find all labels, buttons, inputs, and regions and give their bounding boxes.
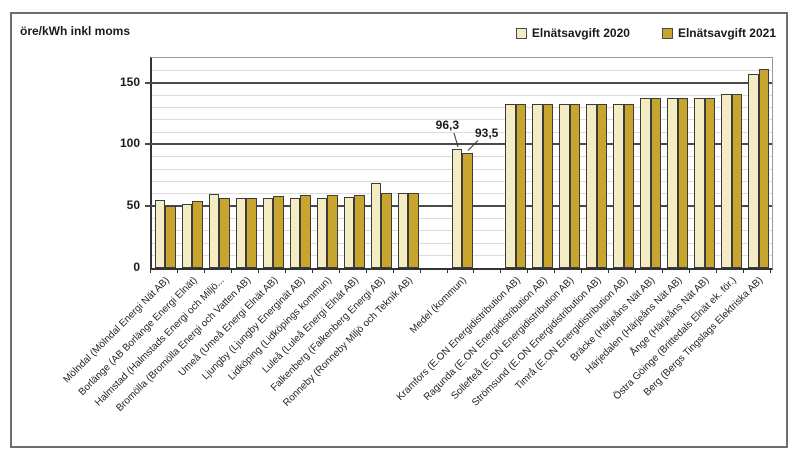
bar-2021-17: [677, 97, 689, 268]
gridline-minor: [152, 119, 772, 121]
bar-2020-19: [721, 93, 732, 268]
bar-2021-11: [515, 104, 527, 268]
x-axis-tick: [527, 269, 529, 273]
x-axis-tick: [581, 269, 583, 273]
x-axis-tick: [500, 269, 502, 273]
chart-frame: öre/kWh inkl moms Elnätsavgift 2020 Elnä…: [10, 12, 788, 448]
x-axis-tick: [392, 269, 394, 273]
x-axis-tick: [338, 269, 340, 273]
bar-2021-5: [300, 195, 311, 268]
gridline-major: [145, 81, 772, 84]
x-axis-tick: [150, 269, 151, 273]
bar-2020-10: [451, 149, 462, 268]
bar-2021-4: [273, 195, 284, 268]
bar-2021-7: [354, 194, 365, 268]
bar-2020-3: [235, 197, 247, 268]
legend: Elnätsavgift 2020 Elnätsavgift 2021: [515, 26, 776, 40]
bar-2020-12: [532, 104, 543, 268]
bar-2020-15: [613, 104, 624, 268]
bar-2020-7: [343, 196, 355, 268]
x-axis-tick: [419, 269, 421, 273]
x-axis-tick: [635, 269, 637, 273]
x-axis-tick: [608, 269, 610, 273]
annotation-2020-value: 96,3: [435, 118, 459, 133]
plot-area: [145, 57, 773, 270]
gridline-minor: [152, 131, 772, 133]
bar-2020-16: [640, 97, 651, 268]
legend-item-2021: Elnätsavgift 2021: [661, 26, 776, 40]
x-axis-tick: [311, 269, 313, 273]
bar-2020-9: [397, 192, 409, 268]
legend-swatch-2020-icon: [515, 27, 527, 39]
bar-2020-1: [181, 204, 193, 268]
bar-2020-17: [667, 97, 678, 268]
bar-2021-14: [596, 104, 608, 268]
x-axis-label: Medel (kommun): [407, 275, 469, 336]
bar-2021-9: [408, 192, 419, 268]
bar-2020-18: [694, 97, 705, 268]
bar-2021-6: [327, 195, 338, 268]
bar-2020-13: [559, 104, 570, 268]
bar-2021-18: [704, 97, 716, 268]
x-axis-tick: [203, 269, 205, 273]
x-axis-tick: [473, 269, 475, 273]
bar-2021-16: [650, 97, 662, 268]
y-axis-tick-label: 0: [133, 260, 140, 274]
x-axis-tick: [230, 269, 232, 273]
x-axis-tick: [662, 269, 664, 273]
bar-2021-13: [569, 104, 581, 268]
bar-2020-5: [289, 197, 301, 268]
x-axis-tick: [446, 269, 448, 273]
bar-2020-8: [370, 182, 382, 268]
bar-2021-20: [758, 69, 770, 268]
bar-2021-8: [381, 193, 392, 268]
legend-swatch-2021-icon: [661, 27, 673, 39]
x-axis-label: Borlänge (AB Borlänge Energi Elnät): [76, 275, 200, 398]
y-axis-tick-label: 50: [126, 198, 140, 213]
gridline-minor: [152, 94, 772, 96]
y-axis-tick-label: 150: [119, 74, 140, 89]
bar-2021-15: [623, 104, 635, 268]
legend-label-2020: Elnätsavgift 2020: [531, 26, 630, 40]
bar-2021-0: [165, 206, 176, 268]
bar-2020-14: [586, 104, 597, 268]
bar-2021-10: [462, 152, 473, 268]
bar-2021-1: [192, 201, 203, 268]
bar-2020-0: [154, 200, 166, 268]
gridline-minor: [152, 106, 772, 108]
x-axis-tick: [257, 269, 259, 273]
x-axis-tick: [716, 269, 718, 273]
annotation-2021-value: 93,5: [475, 125, 499, 140]
bar-2021-3: [246, 198, 257, 268]
x-axis-tick: [176, 269, 178, 273]
bar-2020-6: [316, 197, 328, 268]
bar-2020-2: [208, 193, 220, 268]
legend-item-2020: Elnätsavgift 2020: [515, 26, 630, 40]
bar-2021-19: [731, 93, 743, 268]
bar-2020-4: [262, 197, 274, 268]
bar-2021-2: [219, 197, 230, 268]
x-axis-tick: [554, 269, 556, 273]
x-axis-tick: [743, 269, 745, 273]
x-axis-tick: [365, 269, 367, 273]
bar-2020-20: [748, 74, 759, 268]
x-axis-tick: [284, 269, 286, 273]
gridline-minor: [152, 69, 772, 71]
gridline-major: [145, 143, 772, 146]
x-axis-tick: [689, 269, 691, 273]
x-axis-tick: [770, 269, 771, 273]
legend-label-2021: Elnätsavgift 2021: [677, 26, 776, 40]
y-axis-tick-label: 100: [119, 136, 140, 151]
bar-2021-12: [542, 104, 554, 268]
bar-2020-11: [505, 104, 516, 268]
y-axis-title: öre/kWh inkl moms: [20, 24, 131, 38]
